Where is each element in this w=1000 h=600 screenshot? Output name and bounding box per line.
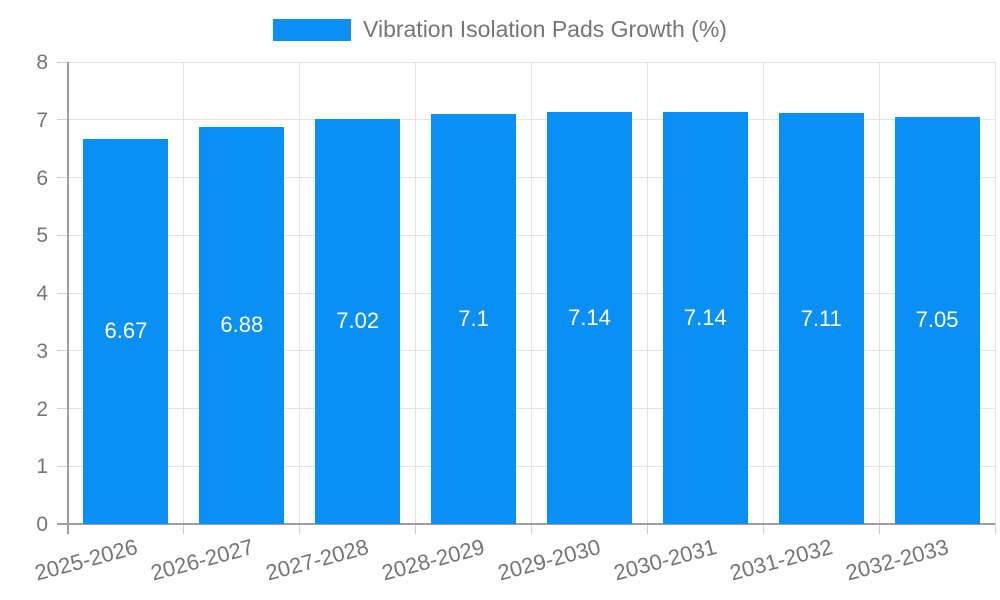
bar-2025-2026 (83, 138, 169, 524)
y-tick-label: 3 (36, 339, 48, 363)
x-tick-mark (878, 524, 880, 534)
bar-2028-2029 (431, 113, 517, 524)
x-tick-mark (299, 524, 301, 534)
x-tick-mark (994, 524, 996, 534)
y-tick-label: 4 (36, 282, 48, 305)
y-tick-mark (57, 408, 68, 409)
x-tick-label: 2026-2027 (147, 534, 256, 586)
x-tick-mark (183, 524, 185, 534)
y-tick-label: 1 (36, 455, 48, 479)
x-tick-label: 2032-2033 (842, 534, 952, 586)
x-tick-label: 2030-2031 (611, 534, 720, 586)
y-tick-label: 6 (36, 166, 48, 190)
y-tick-mark (57, 292, 68, 294)
bar-value-label: 7.14 (683, 304, 727, 330)
x-tick-mark (415, 524, 417, 534)
gridline-vertical (299, 62, 301, 524)
y-tick-label: 0 (36, 513, 48, 536)
y-axis-line (67, 62, 69, 534)
legend-label: Vibration Isolation Pads Growth (%) (363, 16, 727, 42)
bar-value-label: 6.88 (220, 312, 264, 338)
x-tick-label: 2029-2030 (495, 534, 604, 586)
bar-value-label: 7.05 (915, 307, 959, 333)
bar-2029-2030 (546, 111, 632, 524)
y-tick-mark (57, 177, 68, 178)
bar-2031-2032 (778, 113, 864, 524)
bar-value-label: 7.14 (568, 304, 611, 330)
gridline-vertical (646, 62, 648, 524)
y-tick-mark (57, 465, 68, 467)
bar-2032-2033 (894, 116, 980, 524)
gridline-vertical (762, 62, 764, 524)
legend-swatch (273, 18, 352, 41)
y-tick-label: 5 (36, 224, 48, 248)
y-tick-mark (57, 350, 68, 352)
bar-value-label: 7.11 (800, 305, 842, 331)
bar-value-label: 6.67 (104, 318, 148, 344)
gridline-vertical (878, 62, 880, 524)
x-tick-label: 2031-2032 (727, 534, 836, 586)
legend-item[interactable]: Vibration Isolation Pads Growth (%) (0, 16, 1000, 43)
bar-value-label: 7.02 (336, 308, 380, 334)
y-tick-mark (57, 119, 68, 121)
bar-value-label: 7.1 (458, 305, 489, 331)
x-tick-mark (646, 524, 648, 534)
y-tick-mark (57, 61, 68, 63)
bar-2027-2028 (315, 118, 401, 524)
x-tick-label: 2027-2028 (263, 534, 372, 586)
gridline-vertical (415, 62, 417, 524)
y-tick-label: 7 (36, 108, 48, 132)
gridline-vertical (183, 62, 185, 524)
bar-2030-2031 (662, 111, 748, 524)
gridline-vertical (994, 62, 996, 524)
x-axis-line (57, 523, 995, 525)
bar-2026-2027 (199, 126, 285, 524)
x-tick-mark (762, 524, 764, 534)
y-tick-label: 2 (36, 397, 48, 421)
x-tick-label: 2028-2029 (379, 534, 488, 586)
gridline-vertical (531, 62, 532, 524)
x-tick-label: 2025-2026 (31, 534, 140, 586)
y-tick-label: 8 (36, 51, 48, 74)
x-tick-mark (531, 524, 532, 534)
y-tick-mark (57, 234, 68, 236)
